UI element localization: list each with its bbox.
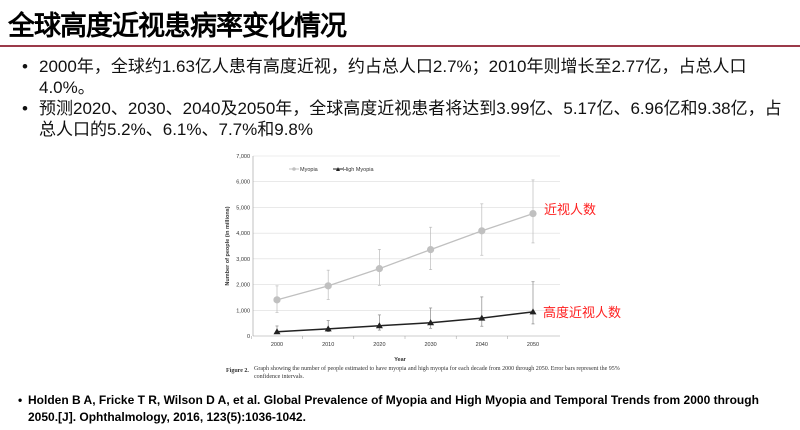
title-divider <box>0 45 800 47</box>
series-myopia <box>273 179 537 313</box>
bullet-list: 2000年，全球约1.63亿人患有高度近视，约占总人口2.7%；2010年则增长… <box>22 56 792 140</box>
x-tick-label: 2040 <box>476 342 488 348</box>
x-axis-label: Year <box>394 357 406 363</box>
figure-caption: Graph showing the number of people estim… <box>254 366 620 380</box>
series-high-myopia <box>273 281 537 335</box>
slide-title: 全球高度近视患病率变化情况 <box>8 11 347 42</box>
y-tick-label: 3,000 <box>236 257 250 263</box>
y-axis-label: Number of people (in millions) <box>225 206 231 285</box>
data-point <box>273 296 281 304</box>
data-point <box>478 314 486 321</box>
y-tick-label: 7,000 <box>236 154 250 160</box>
data-point <box>529 308 537 315</box>
annotation-myopia: 近视人数 <box>544 203 596 218</box>
y-tick-label: 0 <box>247 334 250 340</box>
y-tick-label: 4,000 <box>236 231 250 237</box>
reference-citation: Holden B A, Fricke T R, Wilson D A, et a… <box>18 392 788 426</box>
bullet-item: 2000年，全球约1.63亿人患有高度近视，约占总人口2.7%；2010年则增长… <box>22 56 792 98</box>
data-point <box>427 319 435 326</box>
x-tick-label: 2030 <box>424 342 436 348</box>
annotation-high-myopia: 高度近视人数 <box>543 305 621 321</box>
legend-high-myopia: High Myopia <box>343 167 375 173</box>
legend-myopia: Myopia <box>300 167 319 173</box>
data-point <box>375 322 383 329</box>
data-point <box>478 227 486 235</box>
series-line <box>276 212 534 301</box>
data-point <box>324 325 332 332</box>
bullet-item: 预测2020、2030、2040及2050年，全球高度近视患者将达到3.99亿、… <box>22 98 792 140</box>
data-point <box>324 282 332 290</box>
y-tick-label: 6,000 <box>236 180 250 186</box>
y-tick-label: 5,000 <box>236 205 250 211</box>
legend: Myopia High Myopia <box>289 167 375 173</box>
x-tick-label: 2000 <box>271 342 283 348</box>
y-tick-label: 2,000 <box>236 283 250 289</box>
x-tick-label: 2010 <box>322 342 334 348</box>
y-tick-label: 1,000 <box>236 308 250 314</box>
data-point <box>375 265 383 273</box>
legend-marker-myopia <box>292 167 296 171</box>
series-line <box>276 311 534 333</box>
figure-caption-label: Figure 2. <box>226 368 249 374</box>
x-tick-label: 2020 <box>373 342 385 348</box>
data-point <box>273 328 281 335</box>
legend-marker-high-myopia <box>336 167 340 171</box>
data-point <box>529 210 537 218</box>
data-point <box>427 246 435 254</box>
x-tick-label: 2050 <box>527 342 539 348</box>
